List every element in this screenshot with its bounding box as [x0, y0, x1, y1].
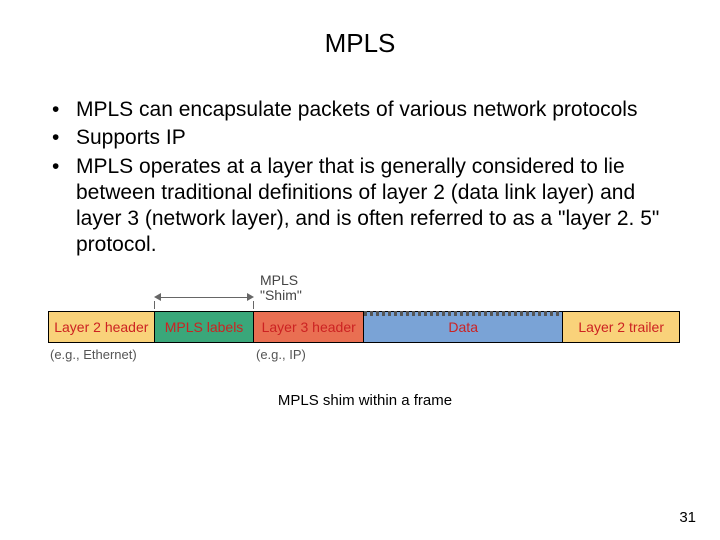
sublabel-ethernet: (e.g., Ethernet) — [48, 347, 254, 362]
dotted-border — [364, 311, 562, 316]
bullet-item: • MPLS can encapsulate packets of variou… — [52, 97, 682, 123]
bullet-item: • Supports IP — [52, 125, 682, 151]
bullet-dot: • — [52, 154, 76, 259]
bullet-text: Supports IP — [76, 125, 186, 151]
sublabel-ip: (e.g., IP) — [254, 347, 364, 362]
bullet-list: • MPLS can encapsulate packets of variou… — [52, 97, 682, 259]
box-mpls-labels: MPLS labels — [155, 312, 255, 342]
frame-sublabels: (e.g., Ethernet) (e.g., IP) — [48, 347, 680, 362]
bullet-text: MPLS can encapsulate packets of various … — [76, 97, 637, 123]
box-layer2-trailer: Layer 2 trailer — [563, 312, 679, 342]
shim-width-arrow — [154, 293, 254, 301]
bullet-dot: • — [52, 97, 76, 123]
bullet-item: • MPLS operates at a layer that is gener… — [52, 154, 682, 259]
arrow-right-icon — [247, 293, 254, 301]
box-layer3-header: Layer 3 header — [254, 312, 364, 342]
mpls-frame-diagram: MPLS "Shim" Layer 2 header MPLS labels L… — [48, 279, 682, 410]
frame-boxes: Layer 2 header MPLS labels Layer 3 heade… — [48, 311, 680, 343]
box-data: Data — [364, 312, 563, 342]
tick-mark — [154, 301, 155, 309]
shim-label-row: MPLS "Shim" — [154, 279, 682, 310]
arrow-left-icon — [154, 293, 161, 301]
page-number: 31 — [679, 509, 696, 526]
tick-mark — [253, 301, 254, 309]
bullet-text: MPLS operates at a layer that is general… — [76, 154, 682, 259]
bullet-dot: • — [52, 125, 76, 151]
shim-label: MPLS "Shim" — [260, 273, 302, 304]
diagram-caption: MPLS shim within a frame — [48, 392, 682, 409]
page-title: MPLS — [38, 28, 682, 59]
box-layer2-header: Layer 2 header — [49, 312, 155, 342]
